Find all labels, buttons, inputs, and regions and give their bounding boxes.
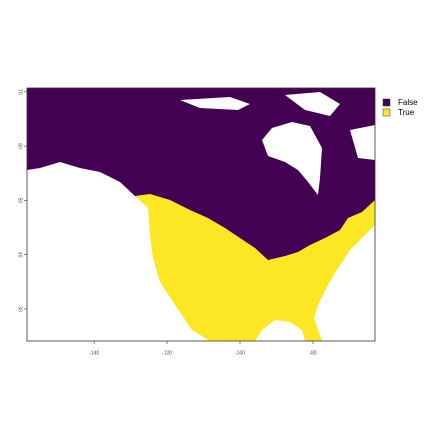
axes: -140 -120 -100 -80 30 40 50 60 70 bbox=[17, 89, 317, 356]
atlantic-gap bbox=[350, 125, 375, 160]
legend-label: True bbox=[398, 108, 415, 117]
legend-label: False bbox=[398, 98, 418, 107]
y-tick-label: 40 bbox=[17, 252, 23, 258]
arctic-water bbox=[285, 92, 340, 116]
panel-border bbox=[26, 87, 376, 342]
hudson-bay bbox=[262, 122, 322, 195]
legend-swatch bbox=[382, 98, 391, 107]
y-tick-label: 70 bbox=[17, 89, 23, 95]
y-tick-label: 60 bbox=[17, 143, 23, 149]
map-raster bbox=[27, 88, 375, 341]
x-tick-label: -100 bbox=[235, 350, 245, 356]
x-tick-label: -140 bbox=[89, 350, 99, 356]
x-tick-label: -120 bbox=[162, 350, 172, 356]
legend-swatch bbox=[382, 108, 391, 117]
x-tick-label: -80 bbox=[309, 350, 316, 356]
y-tick-label: 50 bbox=[17, 198, 23, 204]
y-tick-label: 30 bbox=[17, 306, 23, 312]
arctic-water bbox=[180, 97, 250, 110]
